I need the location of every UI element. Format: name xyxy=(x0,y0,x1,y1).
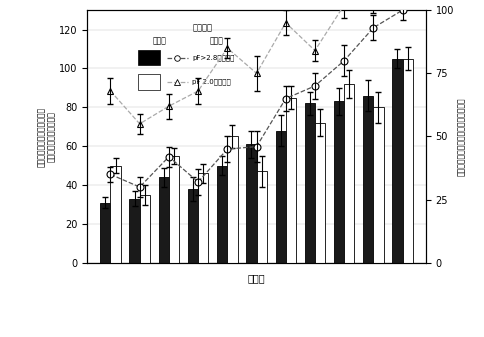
X-axis label: 前作物: 前作物 xyxy=(248,273,265,283)
Bar xyxy=(110,166,121,263)
Bar xyxy=(198,174,208,263)
Bar xyxy=(257,172,267,263)
Y-axis label: とうもろこしの地上部乾物重
（対ひまわり後比　％）: とうもろこしの地上部乾物重 （対ひまわり後比 ％） xyxy=(37,106,56,166)
Bar xyxy=(315,123,325,263)
Bar xyxy=(227,136,238,263)
Bar xyxy=(363,96,373,263)
Bar xyxy=(275,131,286,263)
Bar xyxy=(344,84,354,263)
Bar xyxy=(129,199,140,263)
Bar xyxy=(246,144,257,263)
Bar xyxy=(393,59,403,263)
Bar xyxy=(169,156,179,263)
Bar xyxy=(403,59,413,263)
Bar xyxy=(286,98,296,263)
Y-axis label: とうもろこし根の菌根菌感染率（％）: とうもろこし根の菌根菌感染率（％） xyxy=(457,97,466,176)
Bar xyxy=(373,107,383,263)
Bar xyxy=(217,166,227,263)
Bar xyxy=(159,177,169,263)
Bar xyxy=(334,101,344,263)
Bar xyxy=(188,189,198,263)
Bar xyxy=(305,103,315,263)
Bar xyxy=(100,203,110,263)
Bar xyxy=(140,195,150,263)
